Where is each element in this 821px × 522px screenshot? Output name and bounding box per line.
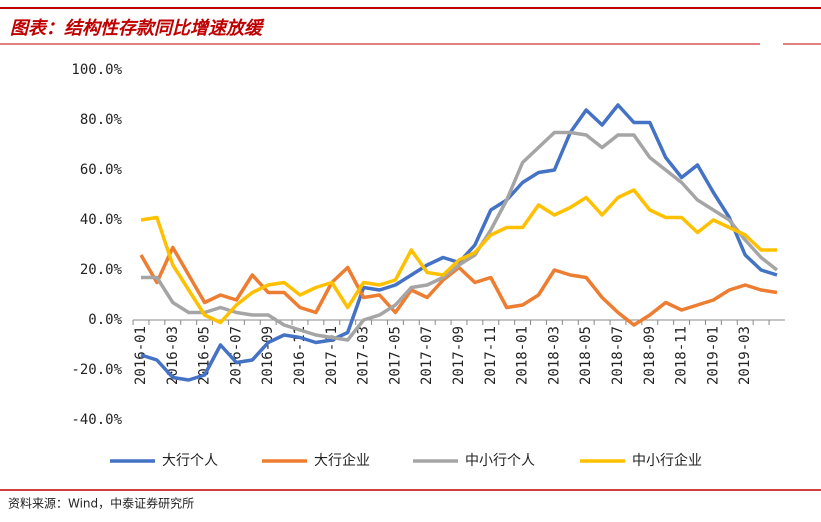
chart-title: 图表：结构性存款同比增速放缓: [10, 18, 265, 39]
series-line: [140, 103, 778, 382]
legend-label: 大行个人: [162, 453, 218, 469]
x-tick-label: 2017-05: [387, 326, 403, 385]
y-tick-label: 100.0%: [71, 62, 122, 78]
y-tick-label: 40.0%: [80, 212, 123, 228]
x-tick-label: 2018-01: [515, 326, 531, 385]
legend-label: 中小行个人: [465, 453, 535, 469]
series-line: [139, 245, 778, 327]
y-tick-label: -20.0%: [71, 362, 122, 378]
x-tick-label: 2016-11: [292, 326, 308, 385]
x-tick-label: 2017-09: [451, 326, 467, 385]
y-tick-label: 80.0%: [80, 112, 123, 128]
x-tick-label: 2018-07: [610, 326, 626, 385]
x-tick-label: 2017-07: [419, 326, 435, 385]
x-tick-label: 2019-01: [705, 326, 721, 385]
x-tick-label: 2017-03: [356, 326, 372, 385]
series-line: [140, 188, 777, 325]
series-line: [141, 130, 779, 342]
y-tick-label: 20.0%: [80, 262, 123, 278]
x-tick-label: 2016-03: [165, 326, 181, 385]
x-tick-label: 2019-03: [737, 326, 753, 385]
x-tick-label: 2018-11: [674, 326, 690, 385]
x-tick-label: 2016-09: [260, 326, 276, 385]
x-tick-label: 2018-03: [546, 326, 562, 385]
y-tick-label: 60.0%: [80, 162, 123, 178]
legend-label: 大行企业: [314, 452, 370, 469]
source: 资料来源：Wind，中泰证券研究所: [8, 496, 194, 511]
x-tick-label: 2018-05: [578, 326, 594, 385]
y-tick-label: -40.0%: [71, 412, 122, 428]
x-tick-label: 2017-11: [483, 326, 499, 385]
y-tick-label: 0.0%: [88, 312, 122, 328]
legend-label: 中小行企业: [632, 452, 702, 469]
x-tick-label: 2018-09: [642, 326, 658, 385]
x-tick-label: 2016-07: [228, 326, 244, 385]
